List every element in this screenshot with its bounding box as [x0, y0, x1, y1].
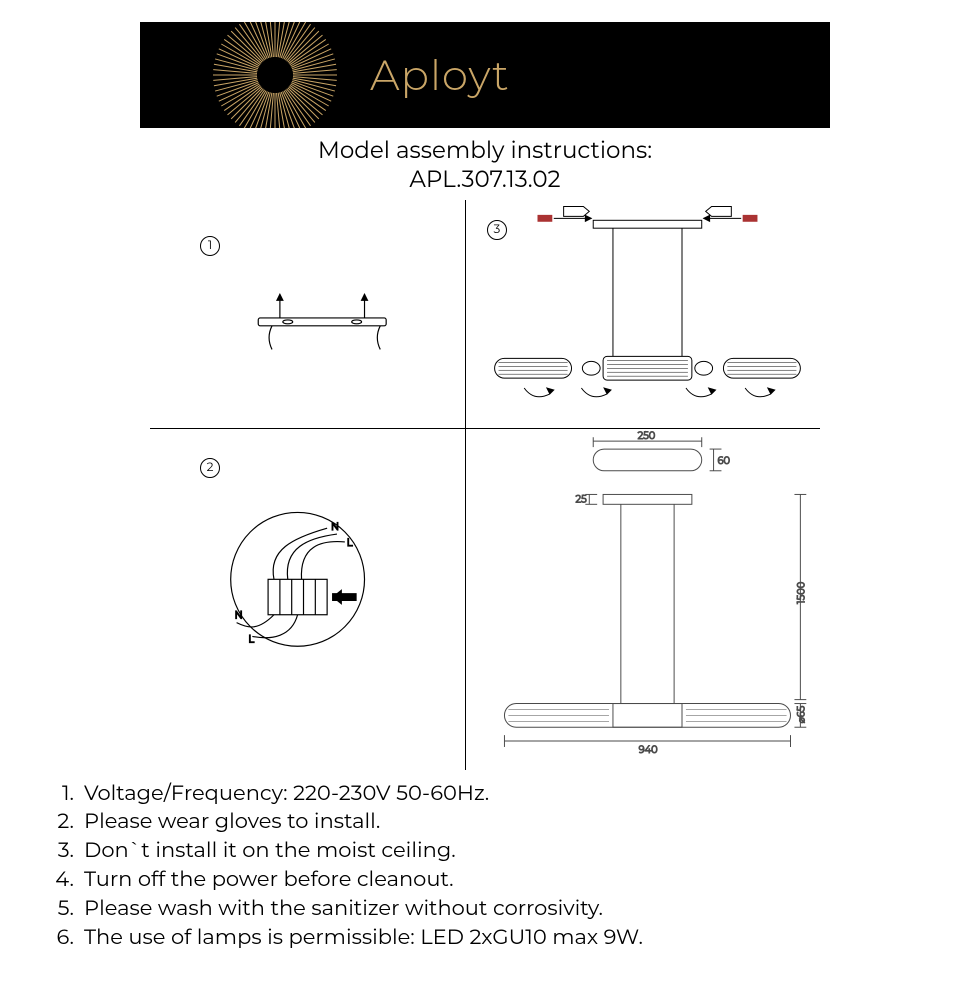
step-badge-1: 1: [200, 236, 220, 256]
instruction-item: 6.The use of lamps is permissible: LED 2…: [50, 924, 910, 953]
title-line-1: Model assembly instructions:: [0, 136, 970, 165]
instruction-item: 2.Please wear gloves to install.: [50, 808, 910, 837]
title-line-2: APL.307.13.02: [0, 165, 970, 194]
dimension-drawing: 250 60 25: [465, 428, 820, 770]
svg-text:L: L: [248, 633, 254, 645]
instruction-item: 3.Don`t install it on the moist ceiling.: [50, 837, 910, 866]
dim-plate-height: 60: [717, 454, 730, 466]
svg-text:N: N: [331, 521, 339, 533]
svg-text:N: N: [235, 609, 243, 621]
instructions-list: 1.Voltage/Frequency: 220-230V 50-60Hz. 2…: [50, 780, 910, 954]
brand-name: Aployt: [370, 49, 510, 101]
dim-drop-height: 1500: [795, 581, 807, 604]
dim-body-diameter: ⌀65: [795, 705, 807, 723]
corner-rays-icon: [650, 22, 830, 128]
diagram-grid: 1 3: [150, 200, 820, 770]
dim-mount-height: 25: [575, 493, 587, 505]
assembly-step-2: 2 N L N: [150, 428, 465, 770]
instruction-item: 5.Please wash with the sanitizer without…: [50, 895, 910, 924]
instruction-item: 4.Turn off the power before cleanout.: [50, 866, 910, 895]
sunburst-logo-icon: [210, 22, 340, 128]
assembly-step-3: 3: [465, 200, 820, 428]
dim-total-width: 940: [638, 743, 658, 755]
instruction-item: 1.Voltage/Frequency: 220-230V 50-60Hz.: [50, 780, 910, 809]
brand-banner: Aployt: [140, 22, 830, 128]
step-badge-2: 2: [200, 458, 220, 478]
dim-plate-width: 250: [638, 430, 656, 442]
step-badge-3: 3: [487, 220, 507, 240]
title-block: Model assembly instructions: APL.307.13.…: [0, 136, 970, 194]
assembly-step-1: 1: [150, 200, 465, 428]
svg-text:L: L: [347, 536, 353, 548]
